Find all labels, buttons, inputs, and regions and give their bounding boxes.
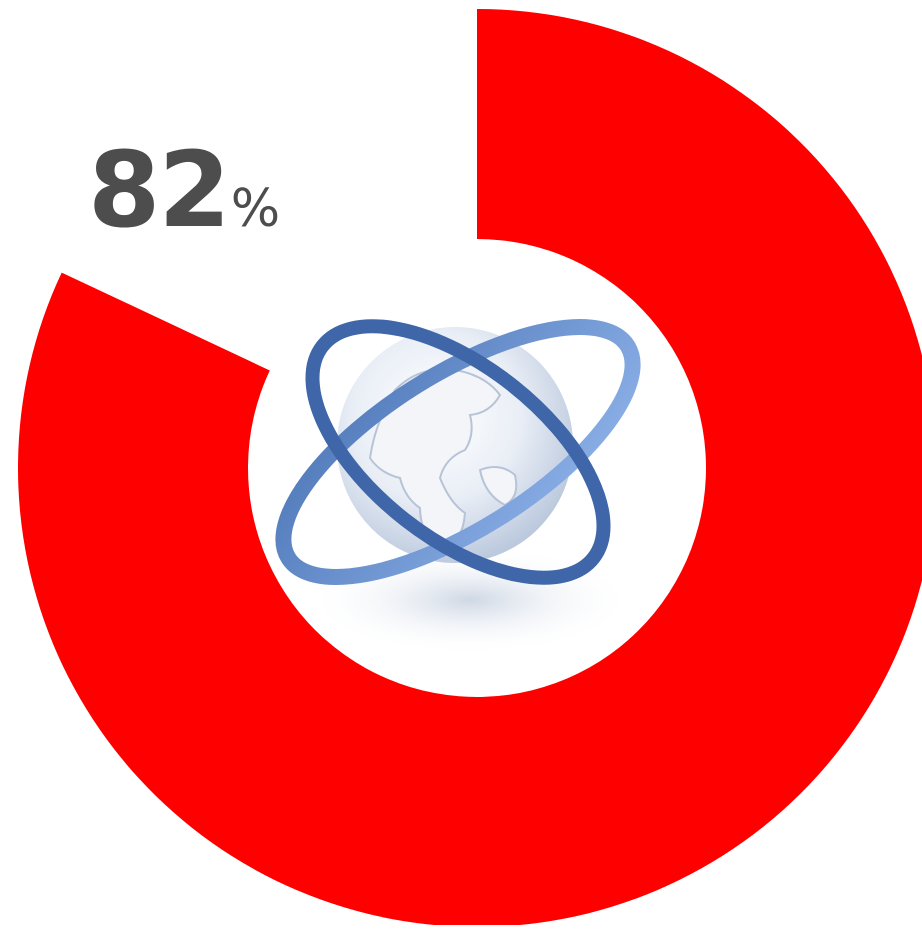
percentage-label: 82%	[88, 138, 280, 242]
percentage-unit: %	[230, 179, 281, 239]
globe-with-orbit-rings-icon	[275, 319, 641, 655]
donut-filled-arc	[18, 9, 922, 927]
percentage-value: 82	[88, 129, 231, 251]
